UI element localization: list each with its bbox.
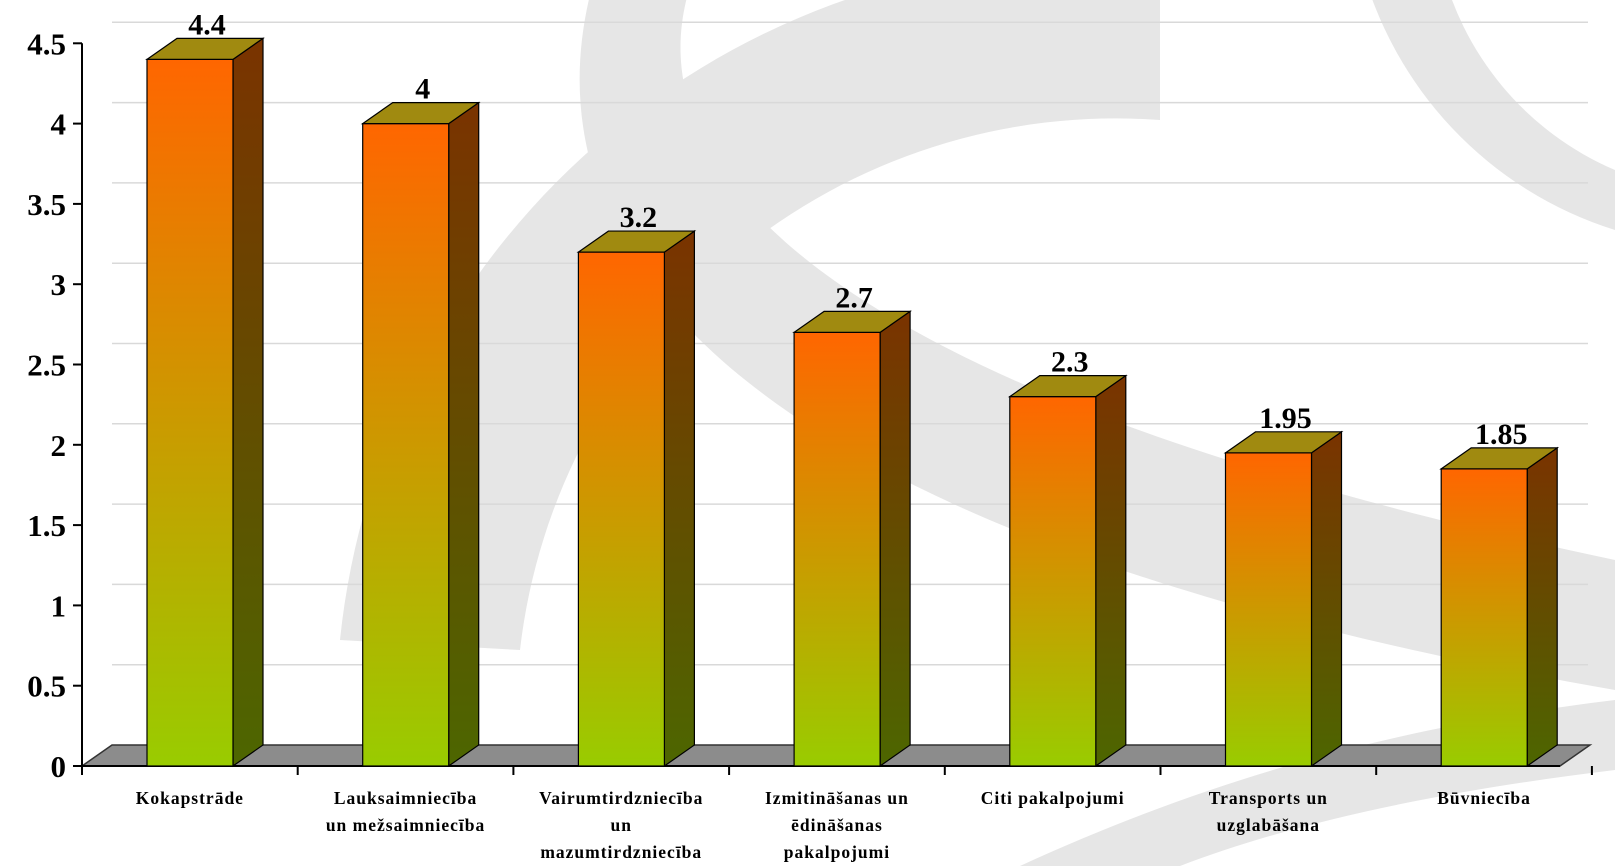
bar-top <box>792 310 913 333</box>
bar-front <box>1009 396 1097 767</box>
y-tick-label: 2.5 <box>27 348 66 383</box>
data-label: 3.2 <box>620 201 658 234</box>
bar-front <box>146 58 234 767</box>
bar-top <box>360 101 481 125</box>
bar-front <box>577 251 666 767</box>
category-label: Būvniecība <box>1437 788 1531 808</box>
background-arc-0 <box>340 0 1160 650</box>
bar-front <box>1224 452 1313 767</box>
data-label: 2.3 <box>1051 346 1089 379</box>
data-label: 1.85 <box>1475 418 1528 451</box>
bar-side <box>232 37 264 768</box>
category-label: Transports un uzglabāšana <box>1209 788 1328 835</box>
bar-side <box>879 310 911 768</box>
category-label: Vairumtirdzniecība un mazumtirdzniecība <box>539 788 703 862</box>
bar <box>576 229 697 768</box>
bar-side <box>448 101 480 768</box>
bar-front <box>362 122 450 767</box>
category-label: Lauksaimniecība un mežsaimniecība <box>326 788 485 835</box>
bar-front <box>793 331 881 767</box>
y-tick-label: 0.5 <box>27 669 66 704</box>
bar-top <box>1439 447 1560 470</box>
bar-front <box>1440 468 1528 767</box>
y-tick-label: 4.5 <box>27 26 66 61</box>
background-arcs <box>340 0 1615 866</box>
y-tick-label: 2 <box>51 428 67 463</box>
y-tick-label: 1.5 <box>27 508 66 543</box>
labels: 4.4 Kokapstrāde 4 Lauksaimniecība un mežsaim… <box>136 8 1531 862</box>
data-label: 1.95 <box>1259 402 1312 435</box>
bar-top <box>1007 375 1128 398</box>
bar-side <box>663 229 696 768</box>
bar-side <box>1310 430 1343 768</box>
y-tick-label: 4 <box>51 107 67 142</box>
bar <box>792 310 913 768</box>
category-label: Kokapstrāde <box>136 788 244 808</box>
bar <box>1223 430 1344 768</box>
data-label: 2.7 <box>835 281 873 314</box>
bars <box>145 37 1560 768</box>
bar-top <box>576 230 697 253</box>
bar-top <box>1223 431 1344 454</box>
category-label: Izmitināšanas un ēdināšanas pakalpojumi <box>765 788 909 862</box>
bar-top <box>145 37 265 60</box>
y-tick-label: 0 <box>51 749 67 784</box>
background-arc-2 <box>579 0 1615 690</box>
bar <box>360 101 481 768</box>
background-arc-1 <box>1372 0 1615 230</box>
y-tick-label: 3 <box>51 267 67 302</box>
bar <box>145 37 265 768</box>
category-label: Citi pakalpojumi <box>981 788 1125 808</box>
bar <box>1007 374 1128 768</box>
data-label: 4.4 <box>188 8 226 41</box>
bar-side <box>1526 446 1558 768</box>
y-tick-label: 3.5 <box>27 187 66 222</box>
data-label: 4 <box>415 73 430 106</box>
bar <box>1439 446 1560 768</box>
y-tick-label: 1 <box>51 588 67 623</box>
bar-side <box>1095 374 1127 768</box>
